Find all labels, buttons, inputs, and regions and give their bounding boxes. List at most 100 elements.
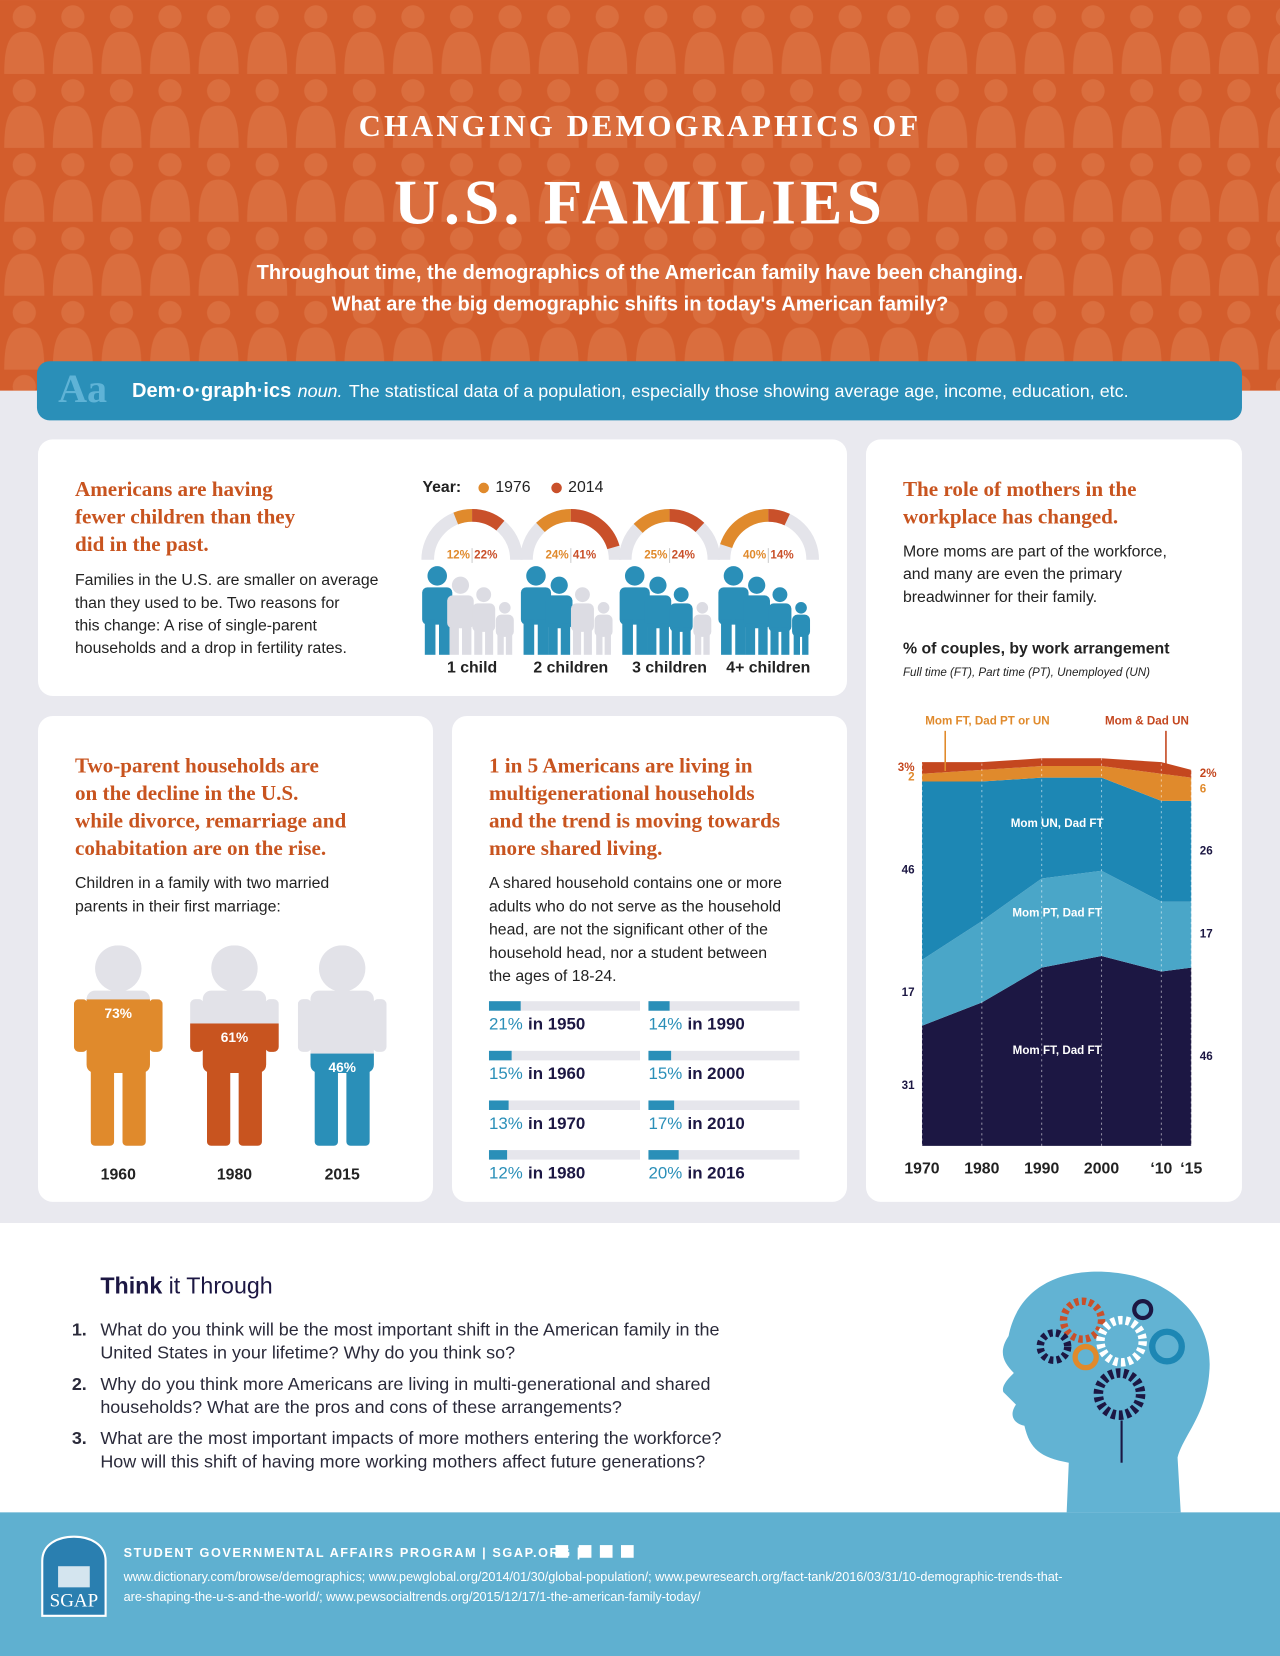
question-line: How will this shift of having more worki… <box>100 1451 705 1471</box>
main-title: U.S. FAMILIES <box>394 168 886 238</box>
gauge-value: 22% <box>474 549 498 562</box>
bar-value: 20% <box>648 1164 682 1183</box>
area-value-label: 2 <box>908 771 914 784</box>
footer-org: STUDENT GOVERNMENTAL AFFAIRS PROGRAM | S… <box>124 1546 582 1560</box>
figure-head <box>550 576 568 594</box>
child-value: 46% <box>328 1060 355 1075</box>
figure-leg <box>745 623 756 655</box>
group-label: 3 children <box>632 660 707 677</box>
bar-year: in 1970 <box>528 1114 585 1133</box>
footer-source: are-shaping-the-u-s-and-the-world/; www.… <box>124 1590 701 1604</box>
figure-head <box>624 566 645 586</box>
figure-body <box>472 603 496 632</box>
series-label: Mom UN, Dad FT <box>1011 817 1104 830</box>
footer-source: www.dictionary.com/browse/demographics; … <box>123 1570 1063 1584</box>
figure-leg <box>802 633 809 655</box>
series-annotation: Mom & Dad UN <box>1105 714 1189 727</box>
figure-body <box>693 614 712 637</box>
section-body: household head, nor a student between <box>489 945 767 962</box>
area <box>921 955 1192 1146</box>
family-figure <box>495 601 514 655</box>
section-body: households and a drop in fertility rates… <box>75 640 347 657</box>
definition-icon: Aa <box>58 366 107 411</box>
section-title: did in the past. <box>75 532 209 556</box>
bar <box>648 1050 672 1061</box>
section-body: and many are even the primary <box>903 566 1122 583</box>
x-tick-label: 1970 <box>904 1160 939 1177</box>
bar-track <box>648 1150 800 1160</box>
gauge-arc <box>669 509 705 533</box>
group-label: 2 children <box>533 660 608 677</box>
question-line: United States in your lifetime? Why do y… <box>100 1343 515 1363</box>
figure-body <box>447 595 474 629</box>
section-body: head, are not the significant other of t… <box>489 922 768 939</box>
kicker: CHANGING DEMOGRAPHICS OF <box>359 109 921 143</box>
gauge-value: 12% <box>447 549 471 562</box>
figure-leg <box>793 633 800 655</box>
gauge-arc <box>570 509 620 550</box>
figure-leg <box>548 623 558 655</box>
figure-head <box>526 566 546 586</box>
family-figure <box>619 566 650 655</box>
definition: Dem·o·graph·ics noun. The statistical data… <box>132 380 1129 402</box>
bar-track <box>488 1150 640 1160</box>
legend-label: 1976 <box>495 479 530 496</box>
family-figure <box>447 576 474 655</box>
figure-leg <box>572 627 582 655</box>
intro-line: What are the big demographic shifts in t… <box>332 294 949 316</box>
figure-head <box>451 576 470 594</box>
definition-bar <box>36 361 1242 421</box>
section-title: more shared living. <box>489 836 662 860</box>
gauge-arc <box>536 509 572 533</box>
section-title: 1 in 5 Americans are living in <box>489 754 753 778</box>
family-figure <box>768 587 792 655</box>
child-year: 1980 <box>217 1167 252 1184</box>
gauge-value: 14% <box>770 549 794 562</box>
bar-track <box>488 1100 640 1110</box>
figure-leg <box>647 623 657 655</box>
section-title: fewer children than they <box>75 504 296 528</box>
section-title: The role of mothers in the <box>903 477 1137 501</box>
bar-label: 17% in 2010 <box>648 1114 744 1133</box>
figure-body <box>718 587 749 625</box>
x-tick-label: ‘15 <box>1180 1160 1202 1177</box>
child-year: 2015 <box>325 1167 360 1184</box>
section-body: than they used to be. Two reasons for <box>75 595 340 612</box>
section-title: while divorce, remarriage and <box>75 809 347 833</box>
family-figure <box>743 576 770 655</box>
intro-line: Throughout time, the demographics of the… <box>257 262 1024 284</box>
head-illustration <box>1002 1271 1210 1513</box>
bar-value: 21% <box>489 1015 523 1034</box>
section-body: parents in their first marriage: <box>75 898 281 915</box>
area-value-label: 3% <box>898 761 915 774</box>
bar-value: 14% <box>648 1015 682 1034</box>
bar <box>488 1150 508 1160</box>
gauge-value: 24% <box>545 549 569 562</box>
figure-leg <box>424 619 436 655</box>
figure-leg <box>694 633 702 655</box>
think-bold: Think <box>100 1273 162 1299</box>
figure-body <box>422 587 453 625</box>
gauge-arc <box>471 509 505 531</box>
figure-head <box>795 601 807 614</box>
think-rest: it Through <box>169 1273 273 1299</box>
family-figure <box>644 576 672 655</box>
area-value-label: 46 <box>1200 1050 1213 1063</box>
bar-track <box>648 1001 800 1011</box>
definition-term: Dem·o·graph·ics <box>132 380 291 402</box>
figure-leg <box>703 633 710 655</box>
family-figure <box>594 601 613 655</box>
gauge-arc <box>767 509 790 526</box>
family-figure <box>718 566 749 655</box>
legend-dot <box>478 482 489 494</box>
bar-label: 13% in 1970 <box>489 1114 585 1133</box>
bar-track <box>648 1050 800 1061</box>
section-body: breadwinner for their family. <box>903 589 1097 606</box>
figure-body <box>570 603 594 632</box>
figure-leg <box>560 623 571 655</box>
figure-leg <box>537 619 549 655</box>
bar-label: 20% in 2016 <box>648 1164 744 1183</box>
gauge-value: 40% <box>743 549 767 562</box>
family-figure <box>472 587 496 655</box>
figure-leg <box>659 623 669 655</box>
